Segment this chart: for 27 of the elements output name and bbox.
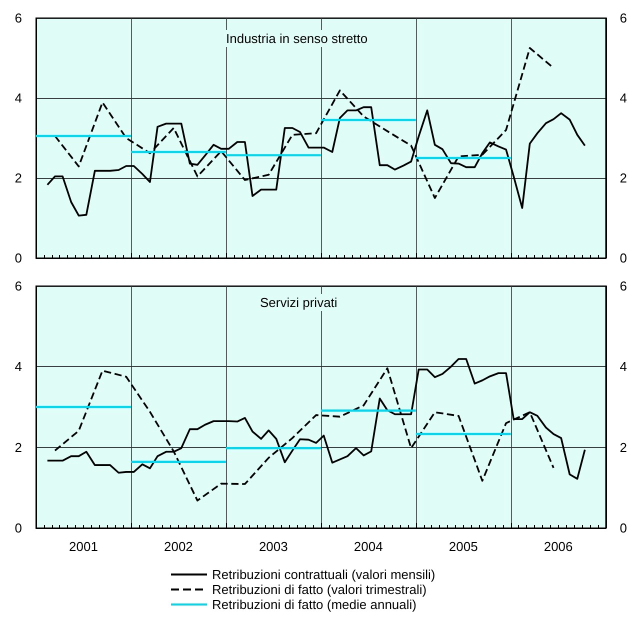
x-tick-label: 2001 bbox=[69, 539, 98, 554]
y2-tick-label: 0 bbox=[620, 250, 628, 266]
y-tick-label: 2 bbox=[14, 170, 22, 186]
y2-tick-label: 6 bbox=[620, 278, 628, 294]
y-tick-label: 0 bbox=[14, 250, 22, 266]
y-tick-label: 4 bbox=[14, 359, 22, 374]
y2-tick-label: 4 bbox=[620, 359, 628, 374]
y-tick-label: 0 bbox=[14, 520, 22, 536]
y2-tick-label: 4 bbox=[620, 90, 628, 106]
y-tick-label: 4 bbox=[14, 90, 22, 106]
text: Servizi privati bbox=[260, 295, 338, 310]
legend-label: Retribuzioni di fatto (valori trimestrali) bbox=[212, 582, 427, 597]
y2-tick-label: 2 bbox=[620, 440, 628, 455]
text: Industria in senso stretto bbox=[226, 31, 368, 46]
y-tick-label: 2 bbox=[14, 440, 22, 455]
x-tick-label: 2005 bbox=[448, 539, 478, 554]
legend-label: Retribuzioni contrattuali (valori mensili) bbox=[212, 567, 436, 582]
y2-tick-label: 6 bbox=[620, 10, 628, 26]
y-tick-label: 6 bbox=[14, 278, 22, 294]
x-tick-label: 2003 bbox=[258, 539, 288, 554]
legend-label: Retribuzioni di fatto (medie annuali) bbox=[212, 597, 416, 612]
x-tick-label: 2002 bbox=[164, 539, 193, 554]
x-tick-label: 2004 bbox=[354, 539, 383, 554]
x-tick-label: 2006 bbox=[544, 539, 573, 554]
y2-tick-label: 2 bbox=[620, 170, 628, 186]
y2-tick-label: 0 bbox=[620, 520, 628, 536]
y-tick-label: 6 bbox=[14, 10, 22, 26]
